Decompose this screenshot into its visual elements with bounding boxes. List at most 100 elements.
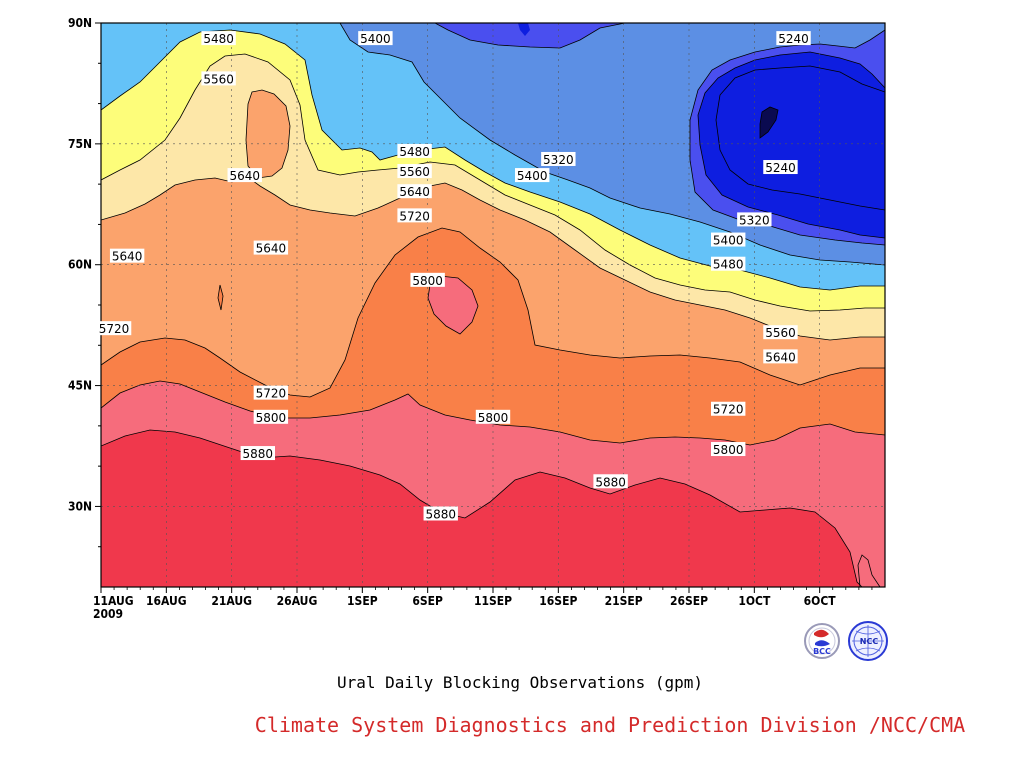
contour-label: 5480 bbox=[397, 143, 432, 159]
contour-label-text: 5560 bbox=[203, 72, 234, 86]
contour-label-bg bbox=[763, 349, 798, 364]
contour-label-bg bbox=[763, 160, 798, 175]
contour-label: 5720 bbox=[253, 385, 289, 401]
contour-label-text: 5720 bbox=[713, 403, 744, 417]
contour-label-text: 5640 bbox=[256, 242, 287, 256]
contour-label: 5880 bbox=[593, 474, 628, 489]
contour-label: 5640 bbox=[763, 349, 798, 364]
contour-label-bg bbox=[737, 212, 772, 227]
contour-label-bg bbox=[397, 208, 432, 223]
contour-label: 5480 bbox=[201, 31, 236, 46]
contour-label: 5240 bbox=[776, 31, 811, 46]
contour-label-bg bbox=[423, 506, 458, 521]
contour-label: 5400 bbox=[358, 31, 393, 46]
contour-label-bg bbox=[397, 164, 432, 179]
plot-area bbox=[101, 23, 885, 587]
contour-label: 5880 bbox=[240, 446, 275, 461]
contour-label-bg bbox=[515, 168, 550, 183]
x-tick-label: 16SEP bbox=[539, 594, 577, 608]
x-axis: 11AUG 16AUG 21AUG 26AUG 1SEP 6SEP 11SEP 16SEP 21… bbox=[93, 587, 873, 608]
contour-label: 5320 bbox=[541, 151, 576, 167]
contour-label: 5640 bbox=[109, 248, 145, 264]
contour-label: 5800 bbox=[253, 409, 289, 425]
contour-label-bg bbox=[776, 31, 811, 46]
contour-label: 5240 bbox=[763, 160, 798, 175]
y-axis: 30N 45N 60N 75N 90N bbox=[68, 16, 101, 548]
x-tick-label: 11SEP bbox=[474, 594, 512, 608]
contour-labels: 5480 5560 5640 5400 5240 5320 5400 5480 5560 5640… bbox=[96, 31, 811, 521]
svg-text:NCC: NCC bbox=[860, 637, 879, 646]
contour-label-text: 5800 bbox=[713, 443, 744, 457]
x-tick-label: 1SEP bbox=[347, 594, 378, 608]
contour-label: 5480 bbox=[711, 256, 746, 272]
contour-label-text: 5640 bbox=[765, 350, 796, 364]
contour-label: 5720 bbox=[96, 321, 132, 336]
x-tick-label: 26AUG bbox=[277, 594, 318, 608]
contour-label-text: 5640 bbox=[399, 185, 430, 199]
contour-label-text: 5480 bbox=[713, 258, 744, 272]
contour-label: 5640 bbox=[397, 184, 432, 199]
contour-label-text: 5240 bbox=[765, 161, 796, 175]
contour-label: 5560 bbox=[763, 325, 798, 340]
ncc-logo: NCC bbox=[848, 621, 888, 661]
contour-label-bg bbox=[96, 321, 132, 336]
contour-label-bg bbox=[253, 240, 289, 255]
x-tick-label: 11AUG bbox=[93, 594, 134, 608]
contour-label-bg bbox=[397, 143, 432, 158]
contour-label-text: 5880 bbox=[425, 507, 456, 521]
contour-label-text: 5800 bbox=[412, 274, 443, 288]
contour-label: 5640 bbox=[253, 240, 289, 256]
contour-label-text: 5560 bbox=[765, 326, 796, 340]
contour-label-bg bbox=[201, 71, 236, 86]
contour-label-bg bbox=[541, 151, 576, 166]
contour-label: 5400 bbox=[515, 168, 550, 183]
contour-label-text: 5720 bbox=[256, 387, 287, 401]
x-tick-label: 21SEP bbox=[605, 594, 643, 608]
bcc-logo: BCC bbox=[804, 623, 840, 659]
contour-label-bg bbox=[593, 474, 628, 489]
contour-label-bg bbox=[358, 31, 393, 46]
credit-line: Climate System Diagnostics and Predictio… bbox=[255, 713, 965, 737]
contour-label: 5880 bbox=[423, 506, 458, 521]
contour-label: 5560 bbox=[201, 71, 236, 86]
band-below-5240-top bbox=[500, 23, 530, 36]
contour-label-text: 5560 bbox=[399, 165, 430, 179]
contour-label: 5400 bbox=[711, 232, 746, 248]
contour-label-text: 5480 bbox=[203, 32, 234, 46]
contour-label-bg bbox=[711, 442, 746, 457]
contour-label: 5720 bbox=[711, 401, 746, 417]
contour-label-text: 5320 bbox=[543, 153, 574, 167]
contour-label-text: 5720 bbox=[99, 322, 130, 336]
contour-label-bg bbox=[763, 325, 798, 340]
contour-label-bg bbox=[410, 272, 445, 287]
contour-label-text: 5640 bbox=[112, 250, 143, 264]
contour-label: 5640 bbox=[227, 168, 262, 183]
contour-label-bg bbox=[475, 409, 511, 424]
band-5880 bbox=[101, 430, 885, 587]
contour-label-text: 5800 bbox=[256, 411, 287, 425]
y-tick-label: 75N bbox=[68, 137, 92, 151]
contour-label-bg bbox=[711, 256, 746, 271]
contour-label-bg bbox=[201, 31, 236, 46]
contour-label-text: 5880 bbox=[243, 447, 274, 461]
band-5880-centre bbox=[428, 276, 478, 334]
x-tick-label: 6OCT bbox=[804, 594, 837, 608]
contour-label-text: 5640 bbox=[229, 169, 260, 183]
x-tick-label: 26SEP bbox=[670, 594, 708, 608]
contour-label: 5800 bbox=[410, 272, 445, 288]
band-5240-core bbox=[716, 66, 885, 210]
contour-label-bg bbox=[253, 385, 289, 400]
y-tick-label: 60N bbox=[68, 258, 92, 272]
contour-label-text: 5400 bbox=[517, 169, 548, 183]
contour-label-text: 5480 bbox=[399, 145, 430, 159]
contour-label-text: 5400 bbox=[713, 234, 744, 248]
x-tick-label: 21AUG bbox=[211, 594, 252, 608]
contour-label: 5800 bbox=[475, 409, 511, 425]
contour-label-bg bbox=[711, 401, 746, 416]
contour-label-bg bbox=[109, 248, 145, 263]
x-tick-label: 16AUG bbox=[146, 594, 187, 608]
contour-label-bg bbox=[253, 409, 289, 424]
contour-label-text: 5400 bbox=[360, 32, 391, 46]
band-below-5240-core bbox=[760, 107, 778, 138]
